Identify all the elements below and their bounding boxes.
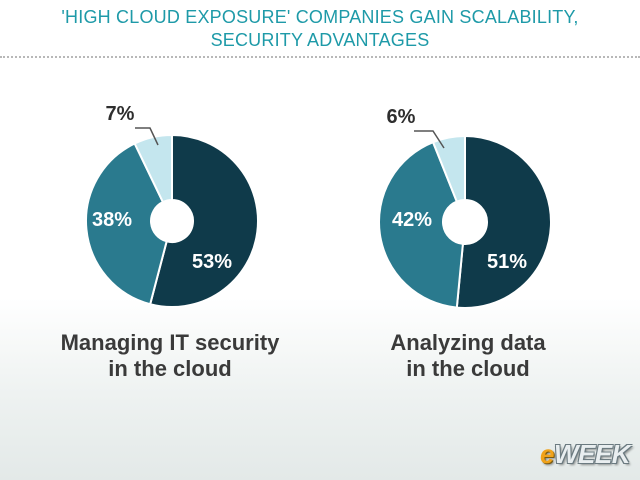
chart-1-slice-1 [148, 133, 259, 308]
dotted-divider [0, 56, 640, 58]
page-header: 'HIGH CLOUD EXPOSURE' COMPANIES GAIN SCA… [0, 6, 640, 52]
header-line-2: SECURITY ADVANTAGES [210, 30, 430, 50]
chart-1-label-3: 7% [106, 103, 135, 125]
chart-2-leader-line [414, 130, 445, 149]
chart-1-caption: Managing IT security in the cloud [20, 330, 320, 382]
chart-1-slice-2 [85, 142, 168, 306]
chart-2-caption-line-2: in the cloud [406, 356, 530, 381]
chart-2-slice-3 [431, 134, 466, 203]
chart-1-caption-line-1: Managing IT security [60, 330, 280, 355]
eweek-logo: eWEEK [540, 439, 630, 469]
chart-2-caption: Analyzing data in the cloud [318, 330, 618, 382]
chart-1-leader-line [135, 127, 159, 146]
header-line-1: 'HIGH CLOUD EXPOSURE' COMPANIES GAIN SCA… [61, 7, 579, 27]
chart-1-label-2: 38% [92, 209, 132, 231]
chart-1-slice-3 [133, 133, 173, 204]
chart-2-label-1: 51% [487, 251, 527, 273]
chart-2-slice-2 [378, 140, 464, 309]
chart-2-slice-1 [455, 134, 552, 309]
chart-2-label-2: 42% [392, 209, 432, 231]
chart-2-label-3: 6% [387, 106, 416, 128]
chart-2-caption-line-1: Analyzing data [390, 330, 546, 355]
chart-1-caption-line-2: in the cloud [108, 356, 232, 381]
chart-1-label-1: 53% [192, 251, 232, 273]
